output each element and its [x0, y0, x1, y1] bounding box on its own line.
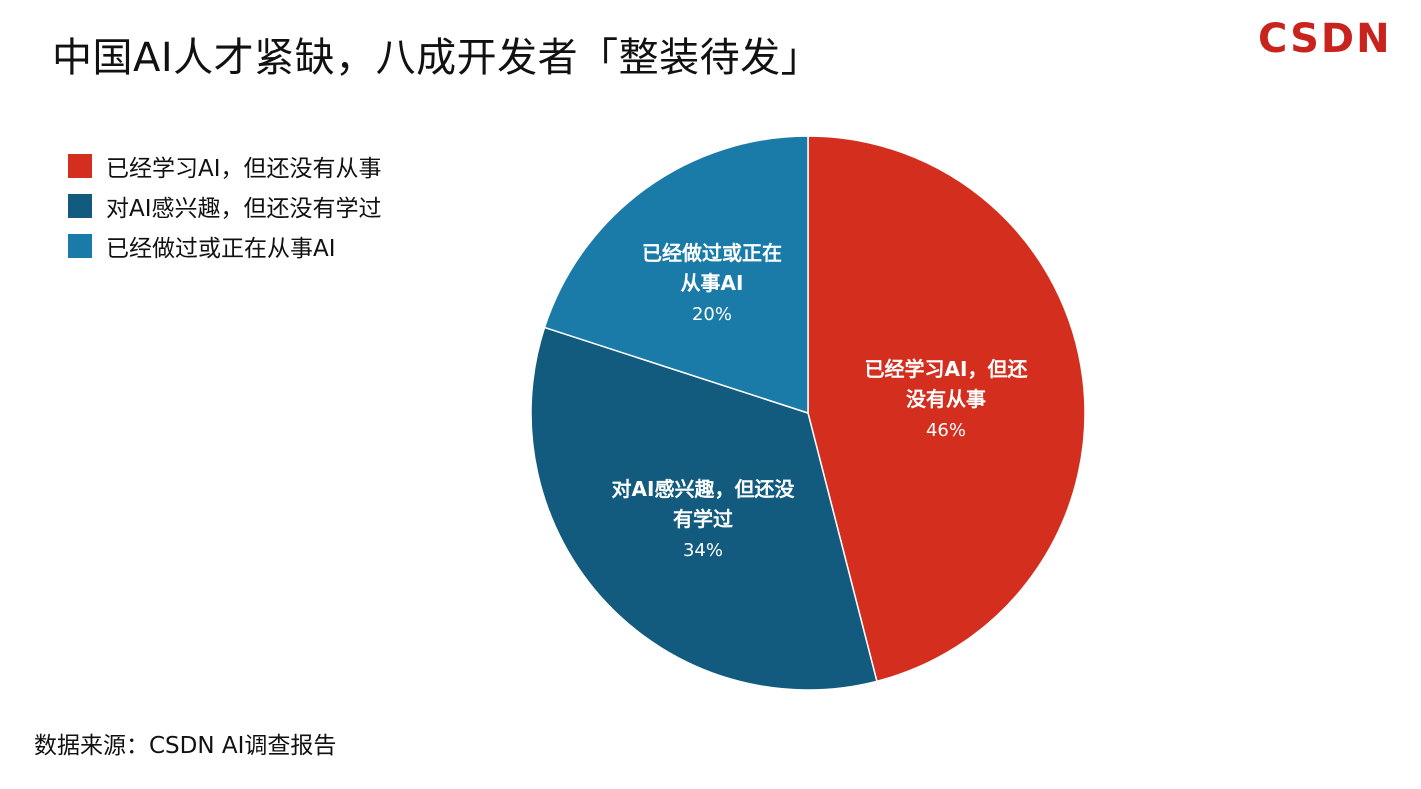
slice-label-line: 从事AI	[681, 271, 744, 295]
slice-label-line: 对AI感兴趣，但还没	[612, 477, 796, 501]
data-source: 数据来源：CSDN AI调查报告	[34, 733, 337, 759]
slice-label-line: 有学过	[673, 507, 733, 531]
slice-label-line: 没有从事	[906, 387, 986, 411]
slice-percent-label: 34%	[683, 540, 723, 561]
slice-label-line: 已经学习AI，但还	[865, 357, 1029, 381]
legend: 已经学习AI，但还没有从事 对AI感兴趣，但还没有学过 已经做过或正在从事AI	[68, 146, 382, 266]
legend-label: 已经做过或正在从事AI	[106, 236, 336, 262]
legend-swatch	[68, 194, 92, 218]
legend-label: 对AI感兴趣，但还没有学过	[106, 196, 382, 222]
legend-item: 已经学习AI，但还没有从事	[68, 146, 382, 186]
legend-item: 对AI感兴趣，但还没有学过	[68, 186, 382, 226]
legend-swatch	[68, 234, 92, 258]
page-title: 中国AI人才紧缺，八成开发者「整装待发」	[52, 35, 822, 81]
pie-slice	[807, 135, 1086, 683]
slice-label: 已经学习AI，但还没有从事 46%	[865, 357, 1029, 441]
csdn-logo: CSDN	[1258, 16, 1392, 62]
slice-label: 对AI感兴趣，但还没有学过 34%	[612, 477, 796, 561]
legend-item: 已经做过或正在从事AI	[68, 226, 382, 266]
pie-slice	[530, 326, 878, 691]
legend-swatch	[68, 154, 92, 178]
slice-percent-label: 20%	[692, 304, 732, 325]
legend-label: 已经学习AI，但还没有从事	[106, 156, 382, 182]
slice-label-line: 已经做过或正在	[642, 241, 782, 265]
pie-slice	[543, 135, 809, 415]
slice-percent-label: 46%	[926, 420, 966, 441]
slice-label: 已经做过或正在从事AI 20%	[642, 241, 782, 325]
